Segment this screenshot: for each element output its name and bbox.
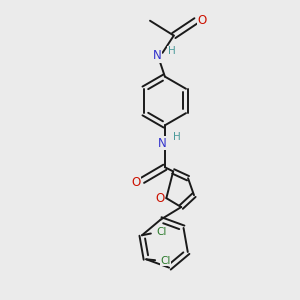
Text: O: O — [155, 192, 164, 205]
Text: H: H — [173, 132, 181, 142]
Text: N: N — [158, 137, 166, 150]
Text: O: O — [131, 176, 141, 189]
Text: O: O — [197, 14, 207, 27]
Text: Cl: Cl — [160, 256, 171, 266]
Text: H: H — [167, 46, 175, 56]
Text: Cl: Cl — [156, 227, 166, 237]
Text: N: N — [153, 49, 162, 62]
